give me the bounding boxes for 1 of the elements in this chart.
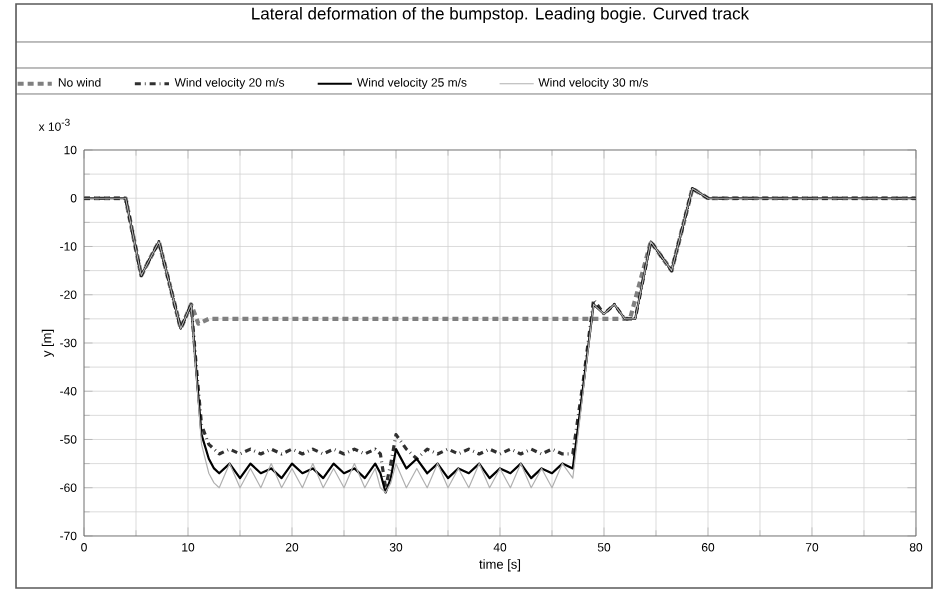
chart-title: Lateral deformation of the bumpstop. Leading bogie. Curved track: [252, 7, 750, 23]
